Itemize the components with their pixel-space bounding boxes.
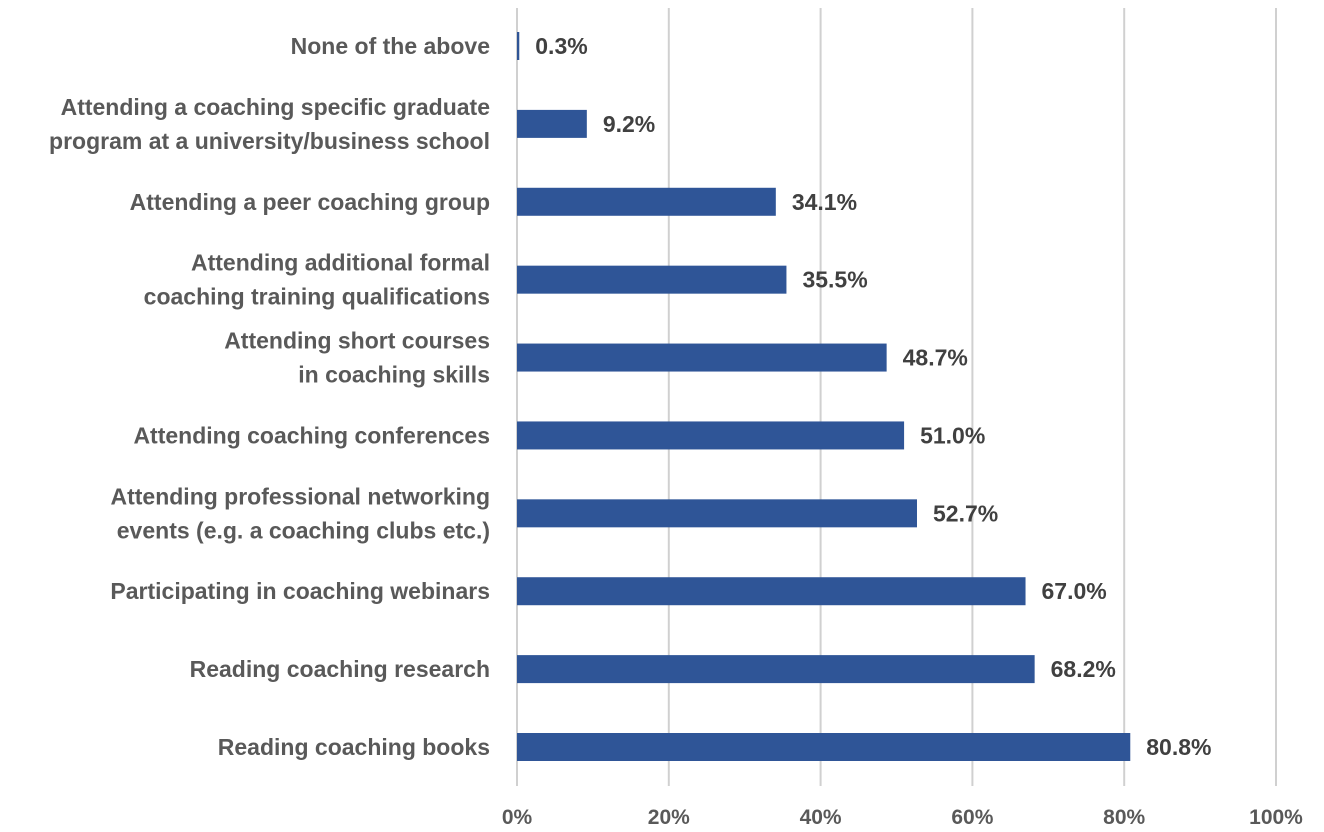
- category-label-line: Attending a peer coaching group: [130, 189, 490, 215]
- category-label: Participating in coaching webinars: [110, 578, 490, 604]
- data-label: 80.8%: [1146, 734, 1211, 760]
- data-label: 34.1%: [792, 189, 857, 215]
- x-tick-label: 20%: [648, 806, 690, 829]
- category-label: Attending a coaching specific graduate pr…: [49, 94, 490, 154]
- data-label: 0.3%: [535, 33, 587, 59]
- bar: [517, 499, 917, 528]
- data-label: 48.7%: [903, 345, 968, 371]
- data-label: 51.0%: [920, 422, 985, 448]
- bar: [517, 577, 1026, 606]
- category-label-line: Attending additional formal: [191, 250, 490, 276]
- category-label: Reading coaching research: [190, 656, 490, 682]
- labels: 0.3% None of the above 9.2% Attending a coa…: [49, 33, 1211, 760]
- category-label-line: Attending a coaching specific graduate: [61, 94, 490, 120]
- bar: [517, 265, 787, 294]
- category-label-line: Attending coaching conferences: [133, 422, 490, 448]
- x-tick-label: 80%: [1103, 806, 1145, 829]
- data-label: 52.7%: [933, 500, 998, 526]
- category-label-line: Attending professional networking: [110, 483, 490, 509]
- category-label: Attending professional networking events …: [110, 483, 490, 543]
- category-label: None of the above: [291, 33, 490, 59]
- category-label: Attending short courses in coaching skill…: [224, 328, 490, 388]
- category-label: Attending additional formal coaching trai…: [144, 250, 490, 310]
- category-label-line: Attending short courses: [224, 328, 490, 354]
- bar: [517, 343, 887, 372]
- category-label-line: in coaching skills: [298, 362, 490, 388]
- category-label-line: Reading coaching research: [190, 656, 490, 682]
- category-label: Attending coaching conferences: [133, 422, 490, 448]
- x-tick-label: 60%: [951, 806, 993, 829]
- bar: [517, 32, 520, 60]
- data-label: 9.2%: [603, 111, 655, 137]
- bar: [517, 655, 1035, 684]
- category-label-line: Reading coaching books: [218, 734, 490, 760]
- category-label-line: None of the above: [291, 33, 490, 59]
- category-label-line: Participating in coaching webinars: [110, 578, 490, 604]
- x-tick-label: 40%: [800, 806, 842, 829]
- x-axis-ticks: 0% 20% 40% 60% 80% 100%: [502, 806, 1303, 829]
- data-label: 67.0%: [1042, 578, 1107, 604]
- data-label: 68.2%: [1051, 656, 1116, 682]
- category-label-line: events (e.g. a coaching clubs etc.): [117, 517, 490, 543]
- bar: [517, 187, 776, 216]
- data-label: 35.5%: [802, 267, 867, 293]
- x-tick-label: 0%: [502, 806, 533, 829]
- bars: [517, 32, 1131, 761]
- bar: [517, 109, 587, 138]
- category-label: Attending a peer coaching group: [130, 189, 490, 215]
- category-label-line: program at a university/business school: [49, 128, 490, 154]
- category-label: Reading coaching books: [218, 734, 490, 760]
- bar: [517, 421, 905, 450]
- category-label-line: coaching training qualifications: [144, 284, 490, 310]
- bar: [517, 733, 1131, 761]
- x-tick-label: 100%: [1249, 806, 1303, 829]
